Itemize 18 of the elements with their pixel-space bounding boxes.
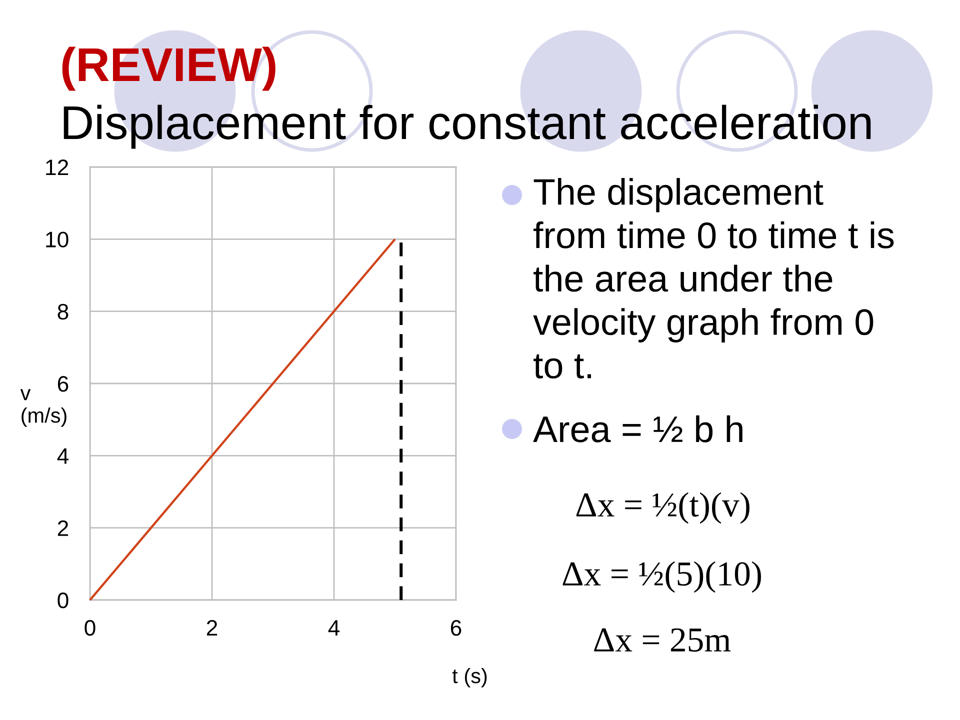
x-tick-label: 4 — [328, 620, 340, 636]
text: Area = ½ b h — [533, 415, 742, 442]
x-tick-label: 6 — [450, 620, 462, 636]
chart-title: (REVIEW) — [62, 46, 276, 91]
x-tick-label: 2 — [206, 620, 218, 636]
text: Δx = ½(t)(v) — [576, 492, 750, 524]
y-tick-label: 0 — [58, 592, 68, 608]
y-tick-label: 10 — [46, 232, 68, 248]
text: Δx = 25m — [594, 628, 731, 652]
x-axis-title: t (s) — [452, 668, 487, 688]
y-tick-label: 8 — [58, 304, 68, 320]
text: The displacement from time 0 to time t is the area under the velocity graph from 0 to t. — [533, 178, 894, 379]
chart-subtitle: Displacement for constant acceleration — [64, 104, 871, 149]
text: Δx = ½(5)(10) — [562, 561, 761, 593]
y-tick-label: 12 — [46, 160, 68, 176]
y-tick-label: 2 — [58, 520, 68, 536]
y-tick-label: 4 — [57, 448, 69, 464]
x-tick-label: 0 — [84, 620, 96, 636]
